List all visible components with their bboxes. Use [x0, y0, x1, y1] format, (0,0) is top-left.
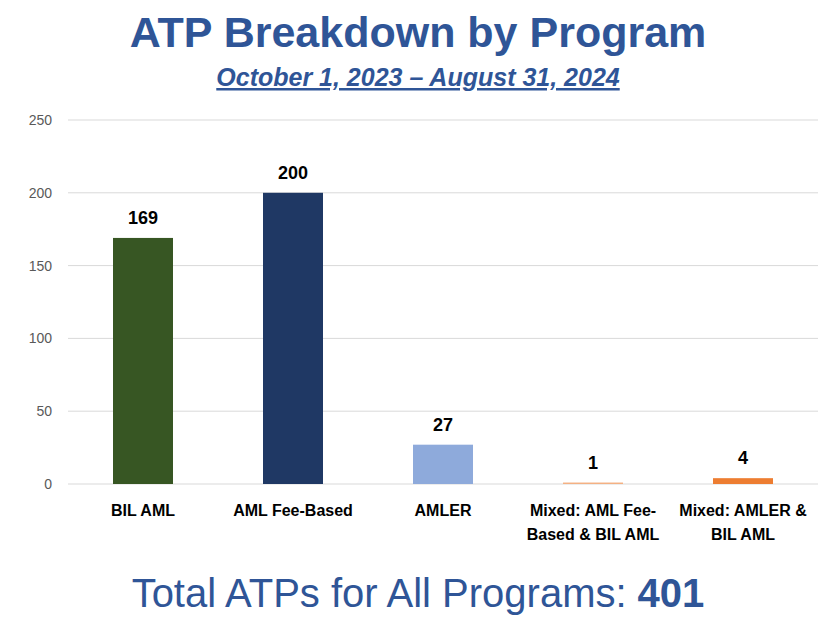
x-tick-label: BIL AML	[111, 502, 175, 519]
grid-line	[68, 411, 818, 412]
grid-line	[68, 338, 818, 339]
bars	[113, 193, 773, 484]
page: {"chart_data": {"type": "bar", "title": …	[0, 0, 836, 633]
y-tick-label: 150	[29, 258, 53, 274]
grid-line	[68, 265, 818, 266]
data-label: 27	[433, 415, 453, 435]
x-tick-label-line: Mixed: AML Fee-	[530, 502, 656, 519]
y-tick-label: 250	[29, 112, 53, 128]
grid	[68, 120, 818, 484]
y-tick-label: 0	[44, 476, 52, 492]
bar	[413, 445, 473, 484]
x-tick-label: Mixed: AML Fee- Based & BIL AML	[527, 502, 660, 543]
x-tick-label-line: AMLER	[415, 502, 472, 519]
x-tick-label: AML Fee-Based	[233, 502, 353, 519]
grid-line	[68, 192, 818, 193]
annotation-label: Total ATPs for All Programs:	[132, 571, 627, 615]
chart: ATP Breakdown by Program October 1, 2023 …	[0, 0, 836, 633]
data-label: 1	[588, 453, 598, 473]
title: ATP Breakdown by Program	[130, 8, 707, 56]
bar	[113, 238, 173, 484]
data-labels: 169 200 27 1 4	[128, 163, 748, 473]
x-tick-label-line: Mixed: AMLER &	[679, 502, 807, 519]
x-tick-label: AMLER	[415, 502, 472, 519]
subtitle: October 1, 2023 – August 31, 2024	[216, 63, 620, 91]
x-axis-labels: BIL AML AML Fee-Based AMLER Mixed: AML Fee-…	[111, 502, 807, 543]
bar	[563, 483, 623, 484]
x-tick-label-line: BIL AML	[111, 502, 175, 519]
data-label: 4	[738, 448, 748, 468]
annotation: Total ATPs for All Programs:401	[132, 571, 705, 615]
y-tick-label: 50	[36, 403, 52, 419]
x-tick-label-line: AML Fee-Based	[233, 502, 353, 519]
bar	[713, 478, 773, 484]
x-tick-label: Mixed: AMLER & BIL AML	[679, 502, 807, 543]
annotation-value: 401	[638, 571, 705, 615]
x-tick-label-line: BIL AML	[711, 526, 775, 543]
data-label: 200	[278, 163, 308, 183]
bar	[263, 193, 323, 484]
y-tick-label: 100	[29, 330, 53, 346]
data-label: 169	[128, 208, 158, 228]
grid-line	[68, 120, 818, 121]
x-tick-label-line: Based & BIL AML	[527, 526, 660, 543]
y-tick-label: 200	[29, 185, 53, 201]
